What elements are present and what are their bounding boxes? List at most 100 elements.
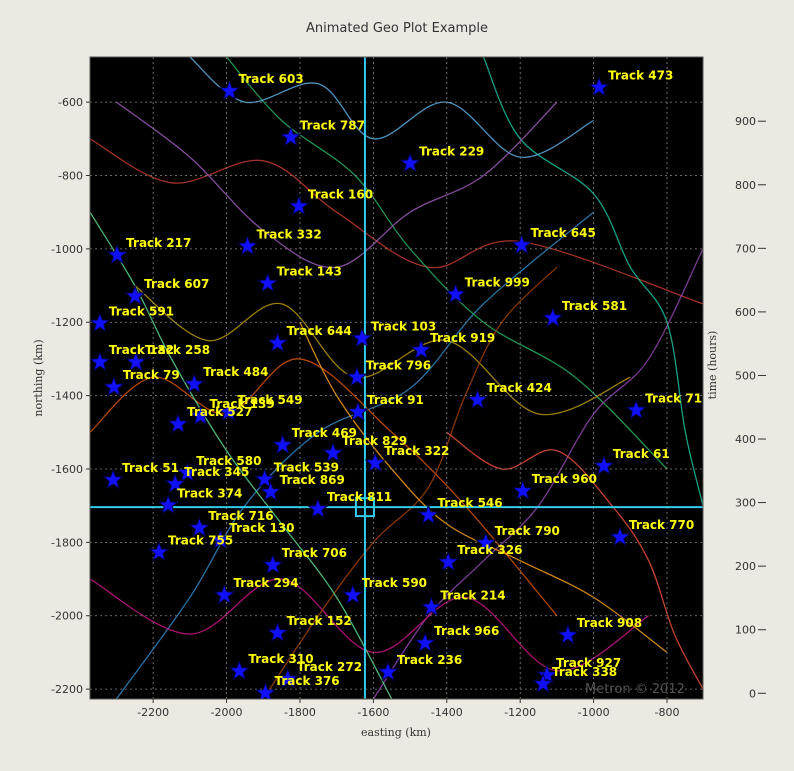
track-marker bbox=[253, 467, 276, 489]
track-label: Track 999 bbox=[465, 275, 530, 289]
track-label: Track 61 bbox=[613, 447, 670, 461]
plot-area bbox=[90, 57, 703, 699]
track-marker bbox=[90, 350, 111, 372]
y-tick-label: -1800 bbox=[51, 536, 83, 549]
track-label: Track 473 bbox=[608, 68, 673, 82]
y2-tick-label: 600 bbox=[735, 306, 756, 319]
track-label: Track 908 bbox=[577, 616, 642, 630]
track-marker bbox=[414, 631, 436, 653]
track-label: Track 603 bbox=[238, 72, 303, 86]
track-marker bbox=[609, 525, 631, 547]
track-label: Track 919 bbox=[430, 331, 495, 345]
track-label: Track 160 bbox=[308, 187, 373, 201]
track-marker bbox=[276, 667, 299, 689]
x-tick-label: -1800 bbox=[284, 706, 316, 719]
track-marker bbox=[364, 451, 387, 473]
track-marker bbox=[351, 326, 373, 348]
track-marker bbox=[341, 583, 364, 605]
track-marker bbox=[347, 400, 369, 422]
track-marker bbox=[266, 621, 289, 643]
track-marker bbox=[218, 79, 241, 101]
track-marker bbox=[279, 125, 302, 147]
track-marker bbox=[593, 454, 615, 476]
track-marker bbox=[474, 531, 497, 553]
track-marker bbox=[345, 365, 368, 387]
track-line bbox=[115, 211, 595, 699]
track-label: Track 326 bbox=[457, 543, 522, 557]
track-marker bbox=[261, 553, 284, 575]
track-label: Track 79 bbox=[123, 368, 180, 382]
y2-tick-label: 200 bbox=[735, 560, 756, 573]
track-marker bbox=[410, 338, 432, 360]
y2-tick-label: 100 bbox=[735, 624, 756, 637]
track-label: Track 796 bbox=[366, 358, 431, 372]
track-marker bbox=[466, 388, 489, 410]
track-marker bbox=[420, 595, 443, 617]
track-marker bbox=[124, 284, 147, 306]
y2-tick-label: 800 bbox=[735, 179, 756, 192]
track-label: Track 546 bbox=[437, 496, 502, 510]
chart-title: Animated Geo Plot Example bbox=[306, 21, 488, 36]
track-marker bbox=[536, 663, 558, 685]
x-tick-label: -2200 bbox=[137, 706, 169, 719]
track-marker bbox=[183, 372, 206, 394]
x-tick-label: -1200 bbox=[504, 706, 536, 719]
track-label: Track 132 bbox=[109, 343, 174, 357]
track-label: Track 332 bbox=[256, 227, 321, 241]
track-label: Track 322 bbox=[384, 444, 449, 458]
track-marker bbox=[102, 468, 124, 490]
track-label: Track 310 bbox=[248, 652, 313, 666]
plot-layer: Track 603 Track 473 Track 787 Track 229 Trac… bbox=[90, 57, 703, 699]
track-label: Track 539 bbox=[274, 460, 339, 474]
track-label: Track 549 bbox=[237, 393, 302, 407]
plot-frame bbox=[89, 56, 704, 700]
x-tick-label: -1400 bbox=[431, 706, 463, 719]
track-marker bbox=[259, 480, 282, 502]
track-marker bbox=[307, 497, 329, 519]
track-marker bbox=[176, 461, 199, 483]
track-label: Track 130 bbox=[229, 521, 294, 535]
track-marker bbox=[444, 282, 467, 304]
track-label: Track 424 bbox=[487, 381, 552, 395]
track-label: Track 345 bbox=[184, 465, 249, 479]
track-marker bbox=[417, 503, 440, 525]
track-marker bbox=[256, 271, 279, 293]
track-label: Track 143 bbox=[277, 264, 342, 278]
track-marker bbox=[399, 151, 421, 173]
track-label: Track 91 bbox=[367, 393, 424, 407]
y2-tick-label: 300 bbox=[735, 497, 756, 510]
track-marker bbox=[157, 493, 180, 515]
track-label: Track 103 bbox=[371, 319, 436, 333]
track-marker bbox=[209, 528, 232, 550]
track-marker bbox=[511, 479, 534, 501]
y-tick-label: -1200 bbox=[51, 316, 83, 329]
track-label: Track 294 bbox=[233, 576, 298, 590]
y-tick-label: -2000 bbox=[51, 610, 83, 623]
y2-tick-label: 0 bbox=[749, 687, 756, 700]
track-label: Track 591 bbox=[109, 304, 174, 318]
track-marker bbox=[254, 681, 277, 699]
track-marker bbox=[510, 233, 533, 255]
track-marker bbox=[532, 672, 554, 694]
track-marker bbox=[189, 404, 212, 426]
y-tick-label: -2200 bbox=[51, 683, 83, 696]
track-label: Track 644 bbox=[287, 324, 352, 338]
watermark: Metron © 2012 bbox=[585, 682, 685, 697]
x-axis-label: easting (km) bbox=[361, 726, 431, 739]
track-label: Track 469 bbox=[292, 426, 357, 440]
track-label: Track 787 bbox=[300, 118, 365, 132]
track-label: Track 716 bbox=[208, 509, 273, 523]
cursor-box bbox=[354, 497, 375, 518]
y-tick-label: -800 bbox=[58, 169, 83, 182]
track-label: Track 374 bbox=[177, 486, 242, 500]
track-marker bbox=[213, 583, 236, 605]
x-tick-label: -2000 bbox=[211, 706, 243, 719]
track-label: Track 607 bbox=[144, 277, 209, 291]
track-marker bbox=[287, 194, 310, 216]
track-label: Track 960 bbox=[532, 472, 597, 486]
track-label: Track 645 bbox=[531, 226, 596, 240]
x-tick-label: -800 bbox=[655, 706, 680, 719]
y-axis-label: northing (km) bbox=[32, 339, 45, 416]
y-tick-label: -1000 bbox=[51, 243, 83, 256]
